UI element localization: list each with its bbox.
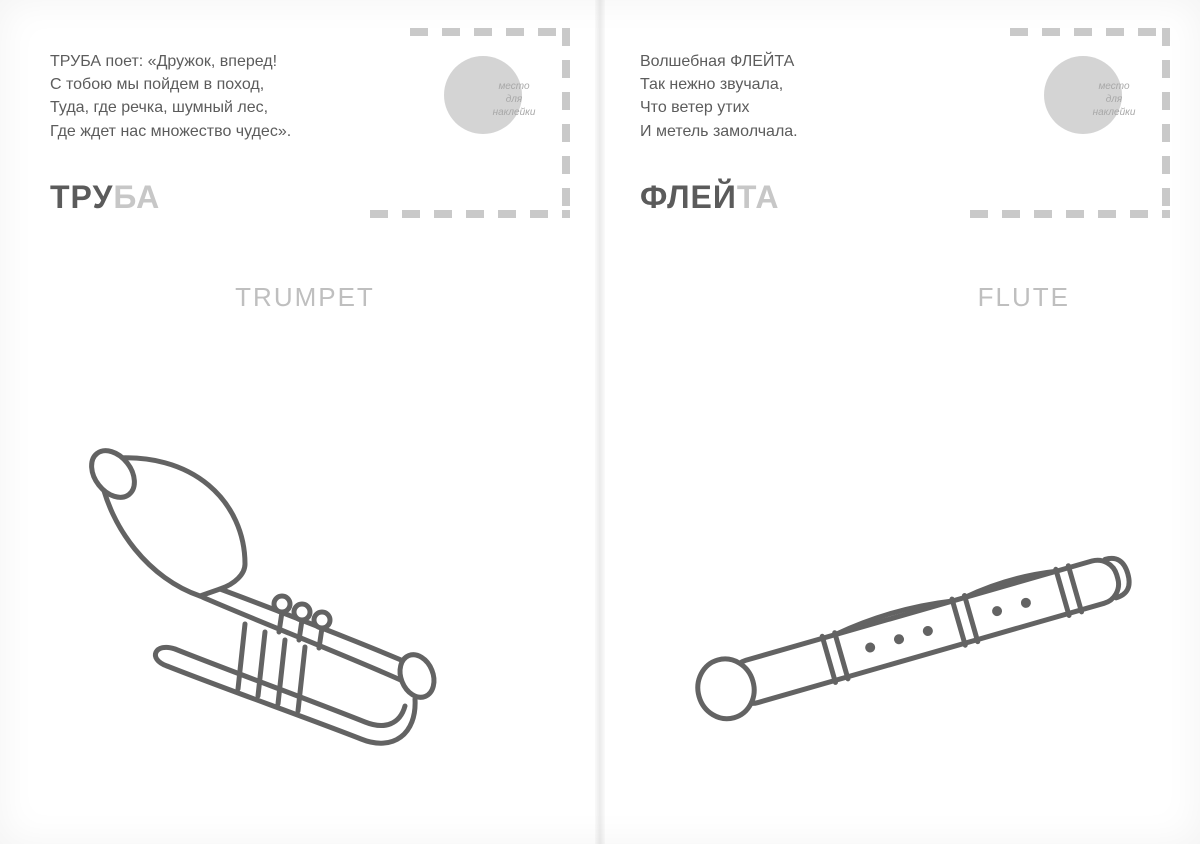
- title-light: БА: [113, 179, 160, 215]
- title-light: ТА: [737, 179, 780, 215]
- flute-icon: [650, 504, 1170, 764]
- sticker-placeholder: место для наклейки: [970, 28, 1170, 218]
- title-english: FLUTE: [978, 282, 1070, 313]
- trumpet-illustration: [0, 434, 600, 764]
- dash-bottom: [370, 210, 570, 218]
- left-page: место для наклейки ТРУБА поет: «Дружок, …: [0, 0, 600, 844]
- sticker-label: место для наклейки: [474, 80, 554, 119]
- dash-right: [1162, 28, 1170, 218]
- dash-top: [1010, 28, 1170, 36]
- sticker-placeholder: место для наклейки: [370, 28, 570, 218]
- dash-top: [410, 28, 570, 36]
- dash-bottom: [970, 210, 1170, 218]
- sticker-label: место для наклейки: [1074, 80, 1154, 119]
- title-dark: ТРУ: [50, 179, 113, 215]
- right-page: место для наклейки Волшебная ФЛЕЙТА Так …: [600, 0, 1200, 844]
- trumpet-icon: [55, 434, 485, 764]
- dash-right: [562, 28, 570, 218]
- flute-illustration: [600, 504, 1200, 764]
- title-dark: ФЛЕЙ: [640, 179, 737, 215]
- book-spread: место для наклейки ТРУБА поет: «Дружок, …: [0, 0, 1200, 844]
- title-english: TRUMPET: [235, 282, 375, 313]
